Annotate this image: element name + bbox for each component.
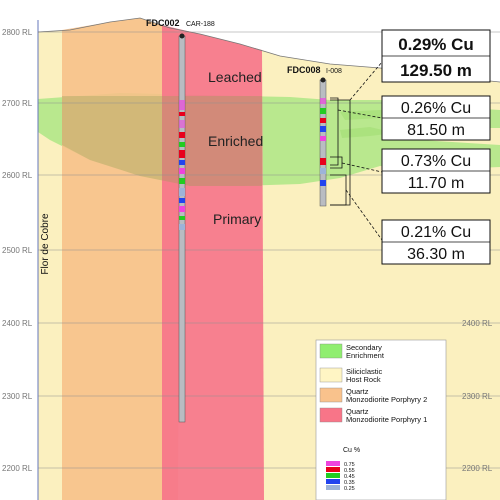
intercept-boxes bbox=[381, 29, 491, 265]
elevation-label-left: 2700 RL bbox=[2, 99, 33, 108]
legend-label: Siliciclastic bbox=[346, 367, 383, 376]
elevation-label-right: 2300 RL bbox=[462, 392, 493, 401]
intercept-1-grade: 0.29% Cu bbox=[398, 35, 474, 54]
drillhole-fdc002 bbox=[178, 33, 186, 423]
legend-label-cont: Host Rock bbox=[346, 375, 381, 384]
cu-scale-value: 0.75 bbox=[344, 462, 355, 468]
elevation-label-left: 2600 RL bbox=[2, 171, 33, 180]
elevation-label-left: 2400 RL bbox=[2, 319, 33, 328]
intercept-4-grade: 0.21% Cu bbox=[401, 224, 471, 241]
elevation-label-left: 2200 RL bbox=[2, 464, 33, 473]
hole-alias-car188: CAR-188 bbox=[186, 21, 215, 28]
flor-de-cobre-label: Flor de Cobre bbox=[40, 213, 51, 275]
legend-label: Secondary bbox=[346, 343, 382, 352]
legend-swatch bbox=[319, 367, 343, 383]
cu-scale-swatch bbox=[326, 479, 340, 484]
elevation-label-right: 2200 RL bbox=[462, 464, 493, 473]
elevation-labels: 2800 RL 2700 RL 2600 RL 2500 RL 2400 RL 2400 … bbox=[2, 28, 493, 473]
cu-scale-value: 0.35 bbox=[344, 480, 355, 486]
intercept-2-length: 81.50 m bbox=[407, 122, 465, 139]
hole-label-fdc008: FDC008 bbox=[287, 65, 321, 75]
legend-label: Quartz bbox=[346, 387, 369, 396]
cu-scale-swatch bbox=[326, 473, 340, 478]
intercept-3-grade: 0.73% Cu bbox=[401, 153, 471, 170]
cu-scale-swatch bbox=[326, 467, 340, 472]
legend-swatch bbox=[319, 343, 343, 359]
enrichment-finger bbox=[340, 127, 395, 138]
legend-label-cont: Enrichment bbox=[346, 351, 385, 360]
leader-lines bbox=[337, 61, 383, 241]
hole-label-fdc002: FDC002 bbox=[146, 18, 180, 28]
intercept-3-length: 11.70 m bbox=[408, 175, 465, 192]
zone-label-enriched: Enriched bbox=[208, 133, 263, 149]
cu-scale-value: 0.55 bbox=[344, 468, 355, 474]
elevation-label-left: 2500 RL bbox=[2, 246, 33, 255]
enriched-overlay bbox=[62, 96, 262, 186]
cu-scale: 0.750.550.450.350.25 bbox=[326, 461, 355, 492]
zone-label-primary: Primary bbox=[213, 211, 261, 227]
cu-scale-value: 0.25 bbox=[344, 486, 355, 492]
cu-scale-title: Cu % bbox=[343, 447, 360, 454]
cu-scale-value: 0.45 bbox=[344, 474, 355, 480]
cu-scale-swatch bbox=[326, 485, 340, 490]
drillhole-fdc008 bbox=[319, 77, 327, 207]
zone-label-leached: Leached bbox=[208, 69, 262, 85]
intercept-2-grade: 0.26% Cu bbox=[401, 100, 471, 117]
legend-swatch bbox=[319, 387, 343, 403]
elevation-label-right: 2400 RL bbox=[462, 319, 493, 328]
legend-label: Quartz bbox=[346, 407, 369, 416]
legend-label-cont: Monzodiorite Porphyry 2 bbox=[346, 395, 427, 404]
hole-alias-i008: I-008 bbox=[326, 68, 342, 75]
legend-swatch bbox=[319, 407, 343, 423]
legend-label-cont: Monzodiorite Porphyry 1 bbox=[346, 415, 427, 424]
intercept-1-length: 129.50 m bbox=[400, 61, 472, 80]
intercept-4-length: 36.30 m bbox=[407, 246, 465, 263]
cu-scale-swatch bbox=[326, 461, 340, 466]
porphyry-1-body bbox=[162, 25, 264, 500]
elevation-label-left: 2300 RL bbox=[2, 392, 33, 401]
elevation-label-left: 2800 RL bbox=[2, 28, 33, 37]
porphyry-2-body bbox=[62, 18, 180, 500]
